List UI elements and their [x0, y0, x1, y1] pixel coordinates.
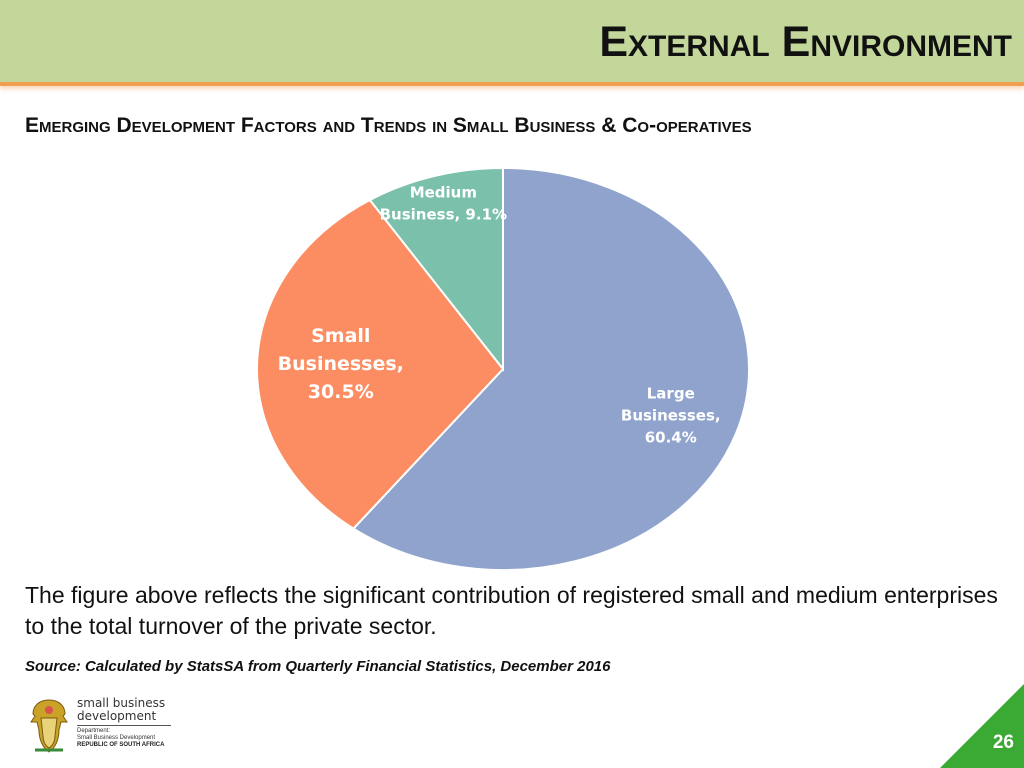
logo-line-2: development [77, 709, 157, 723]
pie-slice-0 [351, 166, 750, 571]
pie-chart: Large Businesses, 60.4% Small Businesses, 30.… [256, 166, 750, 571]
logo-department: Department: Small Business Development [77, 728, 155, 742]
slide-subtitle: Emerging Development Factors and Trends … [25, 114, 752, 137]
slide-title: External Environment [599, 18, 1012, 66]
corner-triangle [940, 684, 1024, 768]
header-bar: External Environment [0, 0, 1024, 86]
logo-divider [77, 725, 171, 726]
pie-slice-2 [368, 166, 504, 372]
slice-label-2: Medium Business, 9.1% [380, 183, 507, 223]
logo-line-1: small business [77, 696, 166, 710]
department-logo: small business development Department: S… [25, 696, 185, 756]
source-note: Source: Calculated by StatsSA from Quart… [25, 658, 611, 675]
page-number: 26 [992, 732, 1014, 753]
logo-dept-line-2: Small Business Development [77, 735, 156, 741]
logo-country: REPUBLIC OF SOUTH AFRICA [77, 742, 165, 748]
slice-label-1: Small Businesses, 30.5% [278, 325, 404, 403]
pie-slice-1 [256, 198, 505, 530]
slice-label-0: Large Businesses, 60.4% [621, 385, 721, 447]
body-text: The figure above reflects the significan… [25, 582, 998, 639]
coat-of-arms-icon [30, 699, 68, 753]
logo-dept-line-1: Department: [77, 728, 111, 734]
